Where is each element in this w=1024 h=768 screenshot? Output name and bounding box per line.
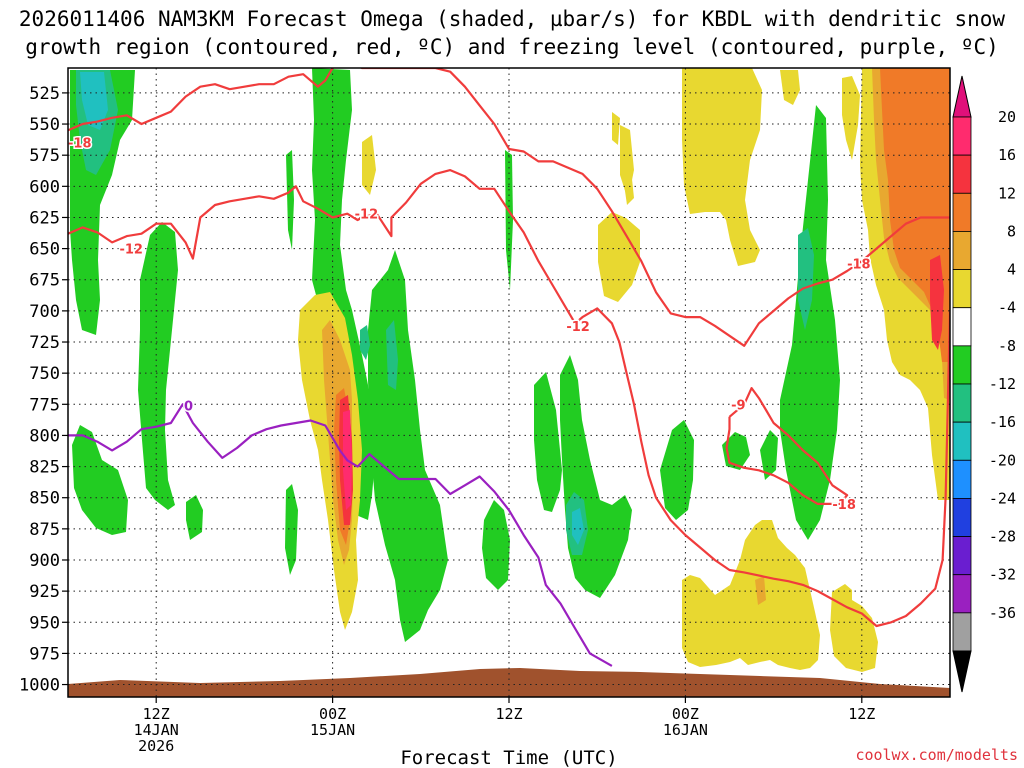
y-tick-label: 825 xyxy=(29,458,60,478)
x-tick-label: 12Z xyxy=(495,705,522,723)
gridlines xyxy=(68,68,950,697)
x-tick-label: 12Z xyxy=(848,705,875,723)
colorbar-swatch xyxy=(952,383,972,423)
y-tick-label: 575 xyxy=(29,146,60,166)
colorbar-bottom-arrow xyxy=(952,650,972,693)
colorbar: 20 16 12 8 4 -4 -8 -12 -16 -20 -24 -28 -32 -36 xyxy=(952,75,1016,693)
y-tick-label: 975 xyxy=(29,644,60,664)
y-tick-label: 800 xyxy=(29,426,60,446)
y-tick-label: 625 xyxy=(29,208,60,228)
y-tick-label: 675 xyxy=(29,271,60,291)
y-tick-label: 775 xyxy=(29,395,60,415)
colorbar-swatch xyxy=(952,345,972,385)
colorbar-label: 12 xyxy=(998,184,1016,202)
y-tick-label: 875 xyxy=(29,520,60,540)
y-axis: 525 550 575 600 625 650 675 700 725 750 775 800 825 8… xyxy=(19,84,68,696)
surface-terrain xyxy=(68,668,950,697)
y-tick-label: 650 xyxy=(29,240,60,260)
colorbar-label: 16 xyxy=(998,146,1016,164)
colorbar-label: -24 xyxy=(989,489,1016,507)
contour-label: -18 xyxy=(832,498,856,513)
x-tick-label: 00Z xyxy=(672,705,699,723)
contour-label: 0 xyxy=(184,400,193,415)
x-tick-label: 14JAN xyxy=(134,721,179,739)
y-tick-label: 600 xyxy=(29,177,60,197)
x-tick-label: 16JAN xyxy=(663,721,708,739)
contour-label: -18 xyxy=(847,258,871,273)
contour-label: -12 xyxy=(566,320,590,335)
contour-line-0 xyxy=(68,403,613,667)
x-tick-label: 15JAN xyxy=(310,721,355,739)
colorbar-label: -32 xyxy=(989,566,1016,584)
colorbar-top-arrow xyxy=(952,75,972,118)
colorbar-label: 20 xyxy=(998,108,1016,126)
colorbar-label: -4 xyxy=(998,299,1016,317)
contour-label: -12 xyxy=(355,208,379,223)
colorbar-label: -28 xyxy=(989,528,1016,546)
colorbar-swatch xyxy=(952,574,972,614)
y-tick-label: 950 xyxy=(29,613,60,633)
contour-labels: -18 -12 -12 -12 -18 -18 -9 0 xyxy=(67,135,873,514)
colorbar-label: -8 xyxy=(998,337,1016,355)
y-tick-label: 700 xyxy=(29,302,60,322)
y-tick-label: 725 xyxy=(29,333,60,353)
y-tick-label: 850 xyxy=(29,489,60,509)
contour-lines xyxy=(68,68,950,667)
chart-title-line-1: 2026011406 NAM3KM Forecast Omega (shaded… xyxy=(18,7,1006,31)
x-axis-title: Forecast Time (UTC) xyxy=(400,747,617,768)
colorbar-label: -16 xyxy=(989,413,1016,431)
y-tick-label: 900 xyxy=(29,551,60,571)
contour-label: -9 xyxy=(731,398,745,413)
colorbar-label: -36 xyxy=(989,604,1016,622)
contour-label: -12 xyxy=(119,243,143,258)
colorbar-label: -12 xyxy=(989,375,1016,393)
omega-shade-cyan xyxy=(80,72,584,545)
y-tick-label: 925 xyxy=(29,582,60,602)
x-tick-label: 12Z xyxy=(143,705,170,723)
colorbar-swatch xyxy=(952,192,972,232)
y-tick-label: 750 xyxy=(29,364,60,384)
x-tick-label: 2026 xyxy=(138,737,174,755)
colorbar-label: -20 xyxy=(989,451,1016,469)
colorbar-swatch xyxy=(952,116,972,156)
colorbar-swatch xyxy=(952,536,972,576)
x-tick-label: 00Z xyxy=(319,705,346,723)
colorbar-swatch xyxy=(952,307,972,347)
colorbar-swatch xyxy=(952,154,972,194)
y-tick-label: 550 xyxy=(29,115,60,135)
colorbar-label: 4 xyxy=(1007,261,1016,279)
contour-line-3 xyxy=(725,387,849,505)
contour-label: -18 xyxy=(68,137,92,152)
contour-line-2 xyxy=(68,68,950,347)
y-tick-label: 1000 xyxy=(19,676,60,696)
colorbar-swatch xyxy=(952,612,972,652)
colorbar-label: 8 xyxy=(1007,222,1016,240)
colorbar-swatch xyxy=(952,421,972,461)
colorbar-swatch xyxy=(952,498,972,537)
colorbar-swatch xyxy=(952,269,972,309)
chart-title-line-2: growth region (contoured, red, ºC) and f… xyxy=(25,35,999,59)
colorbar-swatch xyxy=(952,459,972,499)
credit-text: coolwx.com/modelts xyxy=(855,746,1018,764)
colorbar-swatch xyxy=(952,231,972,270)
y-tick-label: 525 xyxy=(29,84,60,104)
contour-line-1 xyxy=(68,169,950,628)
